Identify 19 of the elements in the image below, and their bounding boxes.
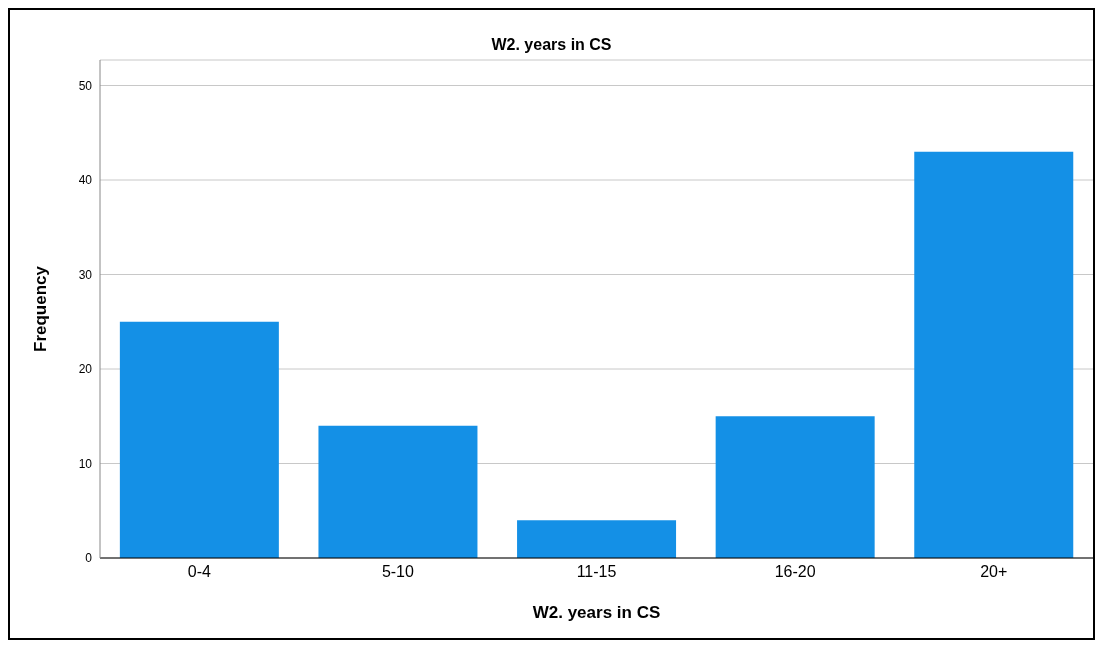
bar xyxy=(914,151,1074,558)
y-tick-label: 0 xyxy=(85,551,93,566)
x-tick-label: 0-4 xyxy=(187,563,211,581)
y-tick-label: 30 xyxy=(78,267,93,282)
bar xyxy=(318,425,478,558)
bar xyxy=(119,321,279,558)
x-tick-label: 20+ xyxy=(980,563,1008,581)
x-axis-title: W2. years in CS xyxy=(532,603,661,622)
x-tick-label: 16-20 xyxy=(774,563,816,581)
x-tick-label: 11-15 xyxy=(576,563,617,581)
y-tick-label: 10 xyxy=(78,456,93,471)
y-tick-label: 20 xyxy=(78,362,93,377)
y-axis-title: Frequency xyxy=(31,265,51,352)
x-tick-label: 5-10 xyxy=(381,563,415,581)
y-tick-label: 40 xyxy=(78,173,93,188)
bar xyxy=(517,520,677,558)
bar xyxy=(715,416,875,558)
chart-title: W2. years in CS xyxy=(490,36,613,54)
y-tick-label: 50 xyxy=(78,78,93,93)
